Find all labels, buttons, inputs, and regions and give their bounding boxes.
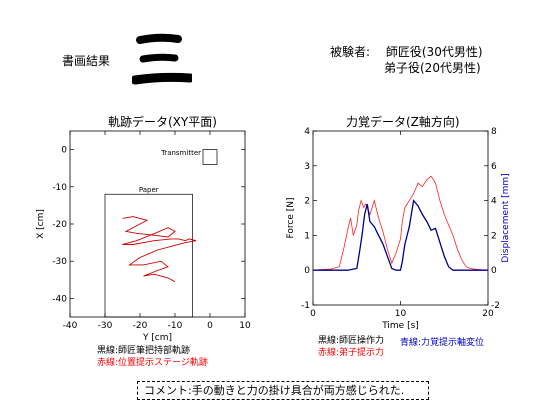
x-tick-label: -40 [63,321,78,331]
y2-tick-label: -2 [491,301,500,311]
legend-red-line: 赤線:位置提示ステージ軌跡 [97,358,208,368]
trajectory-line [122,216,197,283]
y2-tick-label: 8 [491,127,497,137]
x-tick-label: 20 [482,309,494,319]
legend-red-force: 赤線:弟子提示力 [318,348,385,358]
y2-tick-label: 4 [491,197,497,207]
y-tick-label: -1 [301,301,310,311]
subjects-block: 被験者: 師匠役(30代男性) 弟子役(20代男性) [330,44,483,76]
y-tick-label: 1 [304,231,310,241]
x-tick-label: -20 [133,321,148,331]
y-axis-label: Force [N] [286,198,296,239]
result-title: 書画結果 [62,54,111,68]
paper-box [104,193,193,318]
force-line [312,175,489,271]
force-chart-title: 力覚データ(Z軸方向) [346,115,460,129]
y-tick-label: -10 [52,183,67,193]
x-tick-label: 0 [207,321,213,331]
y2-tick-label: 6 [491,162,497,172]
displacement-line [313,199,488,271]
force-legend: 黒線:師匠操作力 赤線:弟子提示力 [318,335,384,359]
x-tick-label: 10 [395,309,407,319]
trajectory-legend: 黒線:師匠筆把持部軌跡 赤線:位置提示ステージ軌跡 [97,345,208,369]
trajectory-chart: -40 -30 -20 -10 0 10 -40 -30 -20 -10 0 Y [cm] X [cm]… [36,130,251,343]
trajectory-chart-title: 軌跡データ(XY平面) [108,115,217,129]
calligraphy-character [132,33,192,85]
y-tick-label: -30 [52,257,67,267]
legend-blue-displacement: 青線:力覚提示軸変位 [400,338,485,348]
master-subject: 師匠役(30代男性) [385,45,483,59]
legend-black-force: 黒線:師匠操作力 [318,336,385,346]
y-tick-label: 0 [304,266,310,276]
y-tick-label: -20 [52,220,67,230]
subjects-label: 被験者: [330,45,371,59]
y-axis-label: X [cm] [36,209,46,239]
y-tick-label: 2 [304,197,310,207]
y2-tick-label: 2 [491,231,497,241]
x-axis-label: Time [s] [381,321,419,331]
x-tick-label: 10 [239,321,251,331]
apprentice-subject: 弟子役(20代男性) [384,61,481,75]
y-tick-label: 0 [61,146,67,156]
legend-black-line: 黒線:師匠筆把持部軌跡 [97,346,191,356]
x-tick-label: 0 [310,309,316,319]
y-tick-label: 3 [304,162,310,172]
plot-frame [312,130,489,306]
transmitter-label: Transmitter [160,149,201,157]
transmitter-box [202,149,218,165]
paper-label: Paper [139,186,159,194]
x-axis-label: Y [cm] [142,333,172,343]
x-tick-label: -10 [168,321,183,331]
y2-tick-label: 0 [491,266,497,276]
comment-box: コメント:手の動きと力の掛け具合が両方感じられた. [137,381,429,400]
y-tick-label: 4 [304,127,310,137]
y2-axis-label: Displacement [mm] [501,173,511,262]
y-tick-label: -40 [52,294,67,304]
x-tick-label: -30 [98,321,113,331]
plot-frame [69,130,246,318]
